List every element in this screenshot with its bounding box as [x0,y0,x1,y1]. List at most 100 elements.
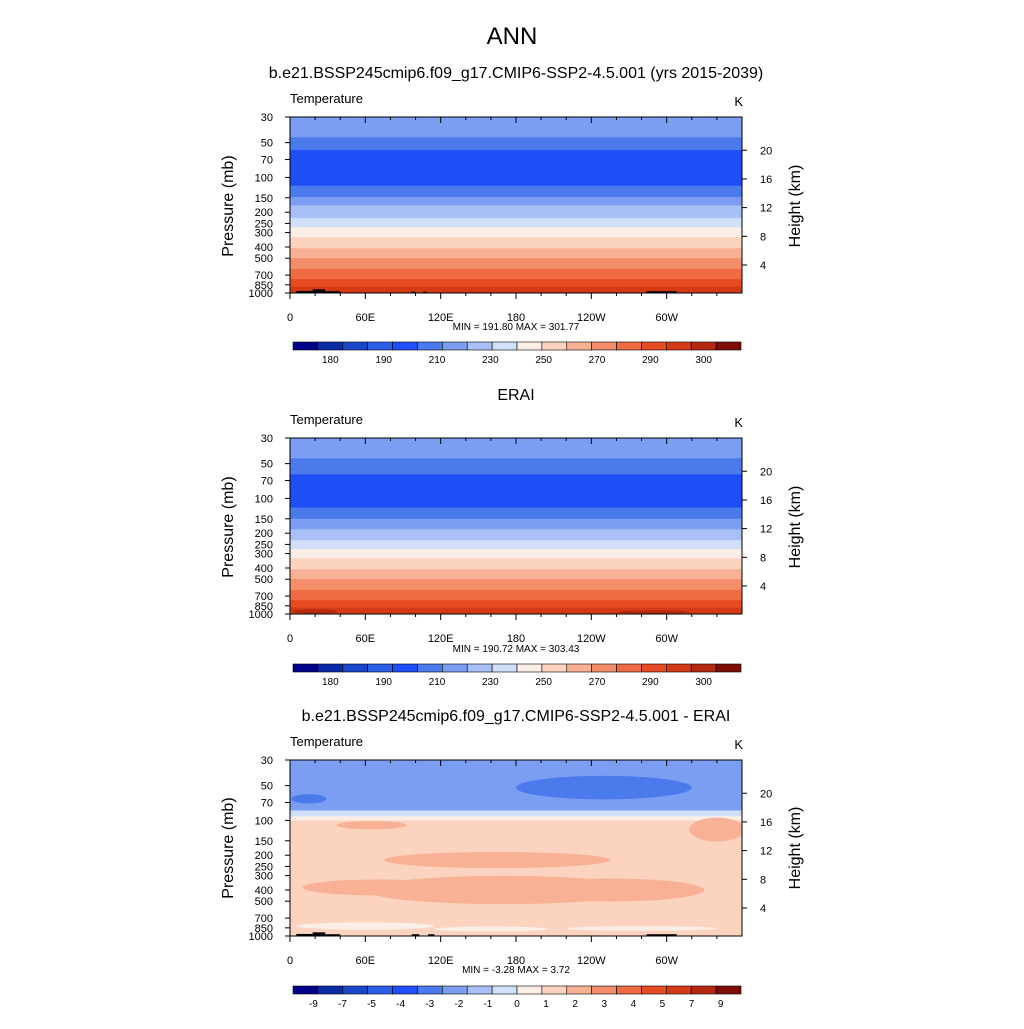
height-tick-label: 16 [760,817,772,829]
colorbar-swatch [616,663,642,673]
colorbar-swatch [292,663,319,673]
colorbar: 180 190 210 230 250 270 290 300 [292,663,742,688]
terrain-mask [411,291,416,293]
contour-band [290,237,742,249]
pressure-tick-label: 1000 [249,288,273,300]
pressure-tick-label: 200 [255,850,273,862]
panel-title: b.e21.BSSP245cmip6.f09_g17.CMIP6-SSP2-4.… [269,65,764,82]
colorbar-swatch [616,985,642,995]
contour-region [384,851,611,869]
colorbar-swatch [566,341,592,351]
colorbar-swatch [367,341,393,351]
variable-label: Temperature [290,412,363,427]
colorbar-swatch [417,341,443,351]
contour-band [290,137,742,151]
x-tick-label: 0 [287,312,293,324]
x-tick-label: 60W [655,955,678,967]
height-tick-label: 4 [760,260,766,272]
colorbar-swatch [367,663,393,673]
contour-band [290,540,742,550]
colorbar-swatch [491,341,518,351]
y-axis-label: Pressure (mb) [220,155,237,256]
colorbar-swatch [641,985,667,995]
pressure-tick-label: 1000 [249,609,273,621]
colorbar-swatch [466,985,493,995]
contour-band [290,529,742,541]
x-tick-label: 120W [577,955,606,967]
x-tick-label: 0 [287,955,293,967]
colorbar-swatch [541,341,568,351]
colorbar-label: 190 [375,355,392,366]
x-tick-label: 180 [507,955,525,967]
colorbar-swatch [516,341,543,351]
colorbar-label: -3 [425,999,434,1010]
panel-title: ERAI [497,387,534,404]
height-tick-label: 4 [760,581,766,593]
colorbar-swatch [715,985,742,995]
colorbar-label: 300 [695,355,712,366]
colorbar-swatch [491,985,518,995]
contour-band [290,258,742,270]
colorbar-label: 290 [642,677,659,688]
colorbar-swatch [541,663,568,673]
contour-band [290,438,742,459]
colorbar-swatch [417,663,443,673]
colorbar-label: -4 [396,999,405,1010]
contour-fills [290,760,742,936]
contour-band [290,607,742,614]
contour-band [290,474,742,509]
colorbar: 180 190 210 230 250 270 290 300 [292,341,742,366]
variable-label: Temperature [290,91,363,106]
terrain-mask [423,291,427,293]
stats-text: MIN = 190.72 MAX = 303.43 [453,644,580,655]
colorbar-swatch [342,663,368,673]
contour-band [290,810,742,817]
y-axis-label-right: Height (km) [787,486,804,569]
contour-region [566,926,717,931]
height-tick-label: 12 [760,524,772,536]
terrain-mask [296,933,313,936]
colorbar-swatch [292,985,319,995]
contour-band [290,248,742,259]
contour-region [689,817,742,842]
contour-band [290,269,742,280]
x-tick-label: 120W [577,312,606,324]
pressure-tick-label: 700 [255,591,273,603]
pressure-tick-label: 250 [255,861,273,873]
height-tick-label: 8 [760,552,766,564]
contour-region [292,609,338,614]
pressure-tick-label: 30 [261,433,273,445]
terrain-mask [646,291,677,293]
colorbar-swatch [666,663,692,673]
pressure-tick-label: 100 [255,815,273,827]
contour-band [290,816,742,821]
x-tick-label: 0 [287,633,293,645]
height-tick-label: 4 [760,903,766,915]
units-label: K [734,415,743,430]
pressure-tick-label: 100 [255,172,273,184]
x-tick-label: 120E [428,633,454,645]
colorbar-swatch [292,341,319,351]
x-tick-label: 60W [655,312,678,324]
contour-region [516,878,705,902]
colorbar-swatch [541,985,568,995]
pressure-tick-label: 250 [255,539,273,551]
colorbar-swatch [442,663,468,673]
terrain-mask [296,290,313,293]
contour-region [618,610,690,614]
x-tick-label: 180 [507,312,525,324]
colorbar-label: 1 [543,999,549,1010]
contour-band [290,117,742,138]
pressure-tick-label: 30 [261,112,273,124]
colorbar-swatch [466,663,493,673]
pressure-tick-label: 70 [261,476,273,488]
colorbar-label: 250 [535,677,552,688]
contour-fills [290,438,742,614]
contour-band [290,205,742,219]
colorbar-swatch [616,341,642,351]
colorbar-swatch [591,341,617,351]
contour-band [290,600,742,609]
page-title: ANN [487,23,538,50]
